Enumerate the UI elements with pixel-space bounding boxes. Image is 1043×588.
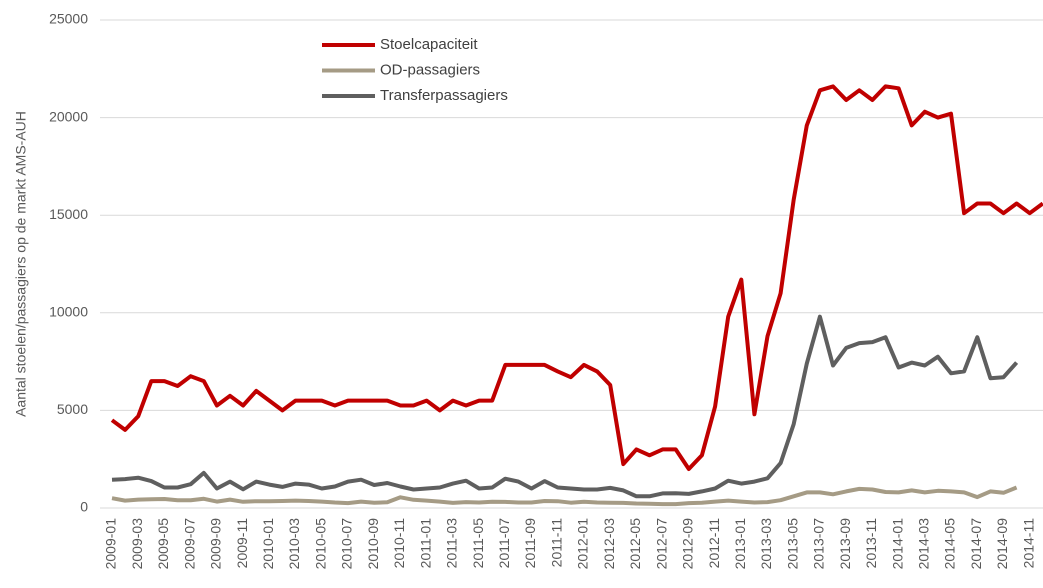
x-tick-label: 2013-03 xyxy=(758,518,774,570)
x-tick-label: 2014-11 xyxy=(1020,518,1036,569)
x-tick-label: 2013-01 xyxy=(732,518,748,570)
x-tick-label: 2009-07 xyxy=(181,518,197,570)
x-tick-label: 2011-11 xyxy=(548,518,564,568)
x-tick-label: 2013-11 xyxy=(863,518,879,569)
x-tick-label: 2010-05 xyxy=(312,518,328,570)
y-tick-label: 25000 xyxy=(49,11,88,27)
legend-label: OD-passagiers xyxy=(380,61,480,78)
x-tick-label: 2011-07 xyxy=(496,518,512,569)
data-line xyxy=(111,485,1018,507)
y-tick-label: 0 xyxy=(80,499,88,515)
x-tick-label: 2012-07 xyxy=(653,518,669,570)
y-axis-title: Aantal stoelen/passagiers op de markt AM… xyxy=(13,111,29,417)
x-tick-label: 2014-07 xyxy=(968,518,984,570)
x-tick-label: 2011-01 xyxy=(417,518,433,569)
x-tick-label: 2011-09 xyxy=(522,518,538,569)
x-tick-label: 2012-09 xyxy=(680,518,696,570)
x-tick-label: 2010-09 xyxy=(365,518,381,570)
y-tick-label: 20000 xyxy=(49,108,88,124)
x-tick-label: 2012-11 xyxy=(706,518,722,569)
x-tick-label: 2014-01 xyxy=(889,518,905,570)
x-tick-label: 2012-03 xyxy=(601,518,617,570)
x-tick-label: 2009-11 xyxy=(234,518,250,569)
y-tick-label: 15000 xyxy=(49,206,88,222)
x-tick-label: 2013-05 xyxy=(784,518,800,570)
y-tick-label: 10000 xyxy=(49,304,88,320)
x-tick-label: 2014-05 xyxy=(942,518,958,570)
data-line xyxy=(111,314,1019,499)
x-tick-label: 2010-01 xyxy=(260,518,276,570)
x-tick-label: 2013-09 xyxy=(837,518,853,570)
data-line xyxy=(110,84,1043,471)
x-tick-label: 2009-05 xyxy=(155,518,171,570)
x-tick-label: 2009-09 xyxy=(208,518,224,570)
x-tick-label: 2010-03 xyxy=(286,518,302,570)
x-tick-label: 2009-03 xyxy=(129,518,145,570)
y-tick-label: 5000 xyxy=(57,401,88,417)
x-tick-label: 2010-07 xyxy=(339,518,355,570)
x-tick-label: 2010-11 xyxy=(391,518,407,569)
x-tick-label: 2013-07 xyxy=(811,518,827,570)
x-tick-label: 2014-03 xyxy=(916,518,932,570)
legend-label: Stoelcapaciteit xyxy=(380,36,478,53)
x-tick-label: 2011-03 xyxy=(444,518,460,569)
x-tick-label: 2009-01 xyxy=(103,518,119,570)
x-tick-label: 2012-01 xyxy=(575,518,591,570)
x-tick-label: 2011-05 xyxy=(470,518,486,569)
x-tick-label: 2012-05 xyxy=(627,518,643,570)
x-tick-label: 2014-09 xyxy=(994,518,1010,570)
legend-label: Transferpassagiers xyxy=(380,87,508,104)
